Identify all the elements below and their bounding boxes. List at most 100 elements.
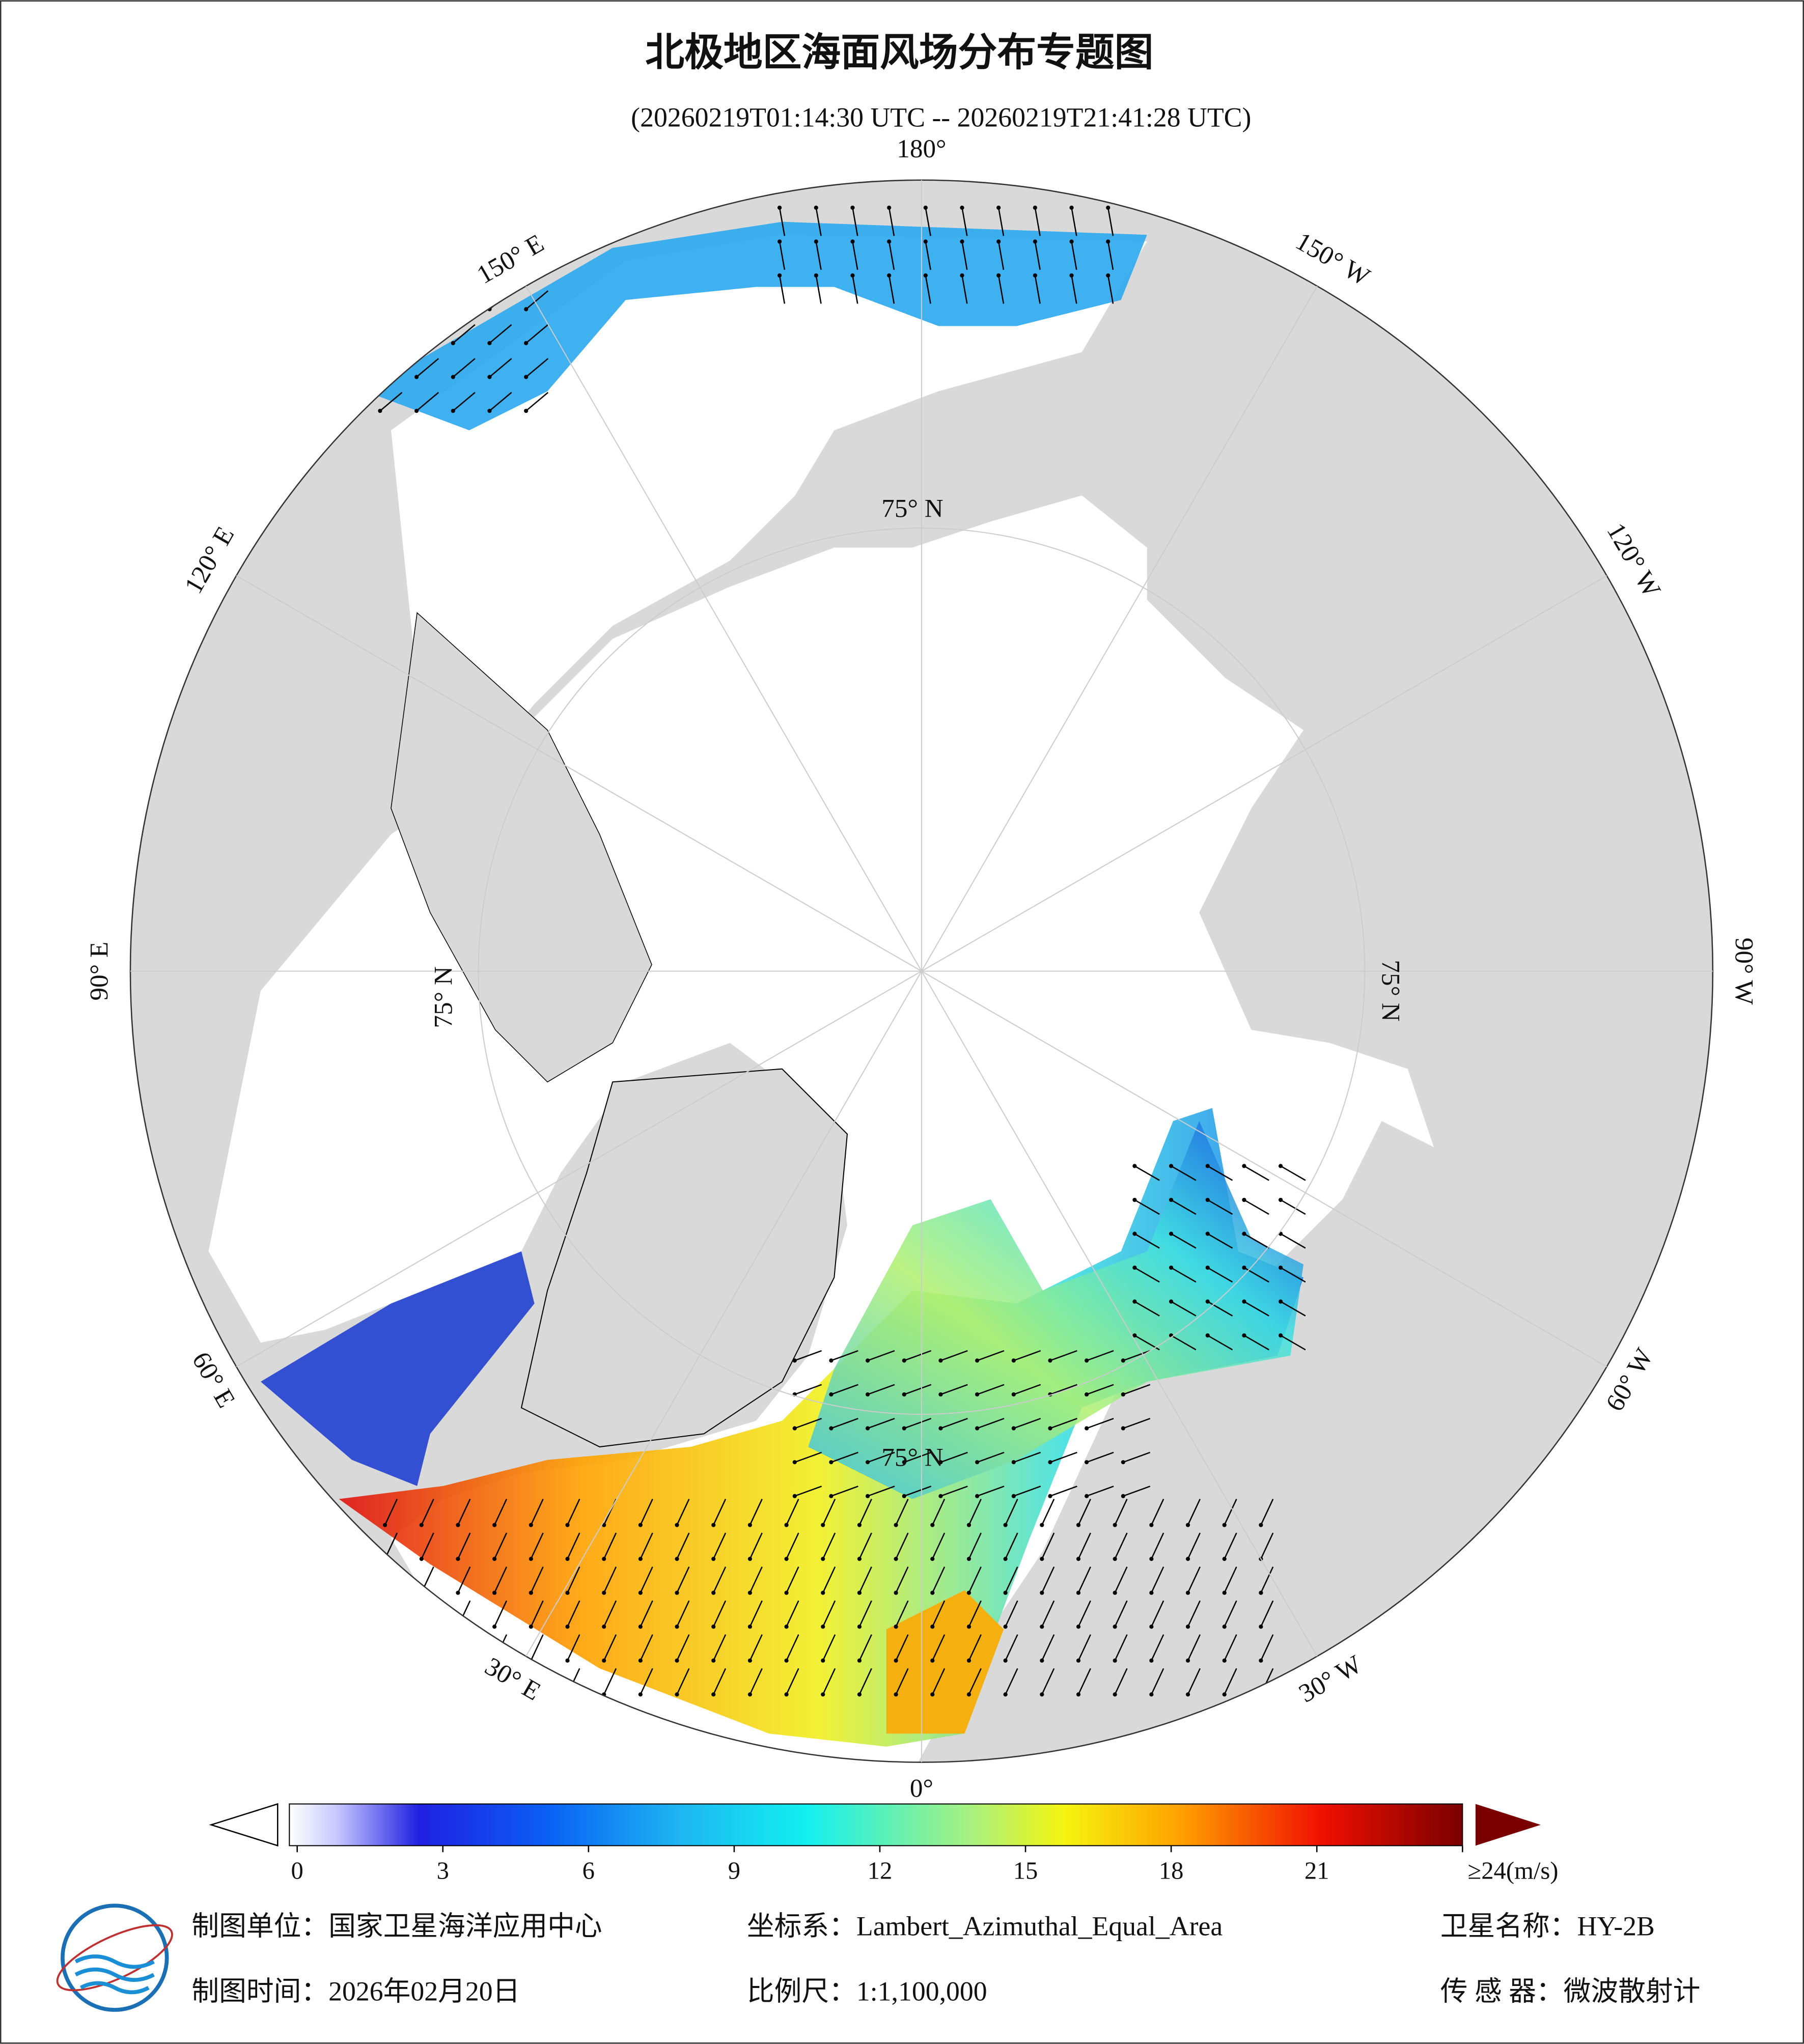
- wind-arrow-head: [711, 1523, 716, 1527]
- wind-arrow: [940, 1486, 968, 1497]
- wind-arrow: [1224, 1668, 1237, 1695]
- wind-arrow: [1050, 1384, 1077, 1395]
- wind-arrow-head: [960, 273, 964, 278]
- wind-pacific: [365, 221, 1147, 431]
- wind-arrow-head: [1085, 1392, 1089, 1397]
- wind-arrow: [932, 1566, 946, 1593]
- wind-arrow: [676, 1566, 690, 1593]
- wind-arrow: [1013, 1486, 1041, 1497]
- wind-arrow: [713, 1566, 727, 1593]
- wind-arrow: [895, 1532, 909, 1559]
- wind-arrow-head: [865, 1494, 870, 1498]
- wind-arrow-head: [1113, 1590, 1117, 1595]
- wind-arrow-head: [638, 1557, 643, 1561]
- wind-arrow: [1123, 1350, 1151, 1361]
- wind-arrow: [421, 1498, 434, 1526]
- wind-arrow: [1077, 1498, 1091, 1526]
- wind-arrow-head: [1259, 1523, 1263, 1527]
- wind-arrow-head: [829, 1494, 834, 1498]
- wind-arrow-head: [456, 1557, 460, 1561]
- wind-arrow-head: [1040, 1625, 1044, 1629]
- wind-arrow: [1013, 1418, 1041, 1429]
- wind-arrow: [779, 241, 786, 270]
- wind-arrow: [1187, 1566, 1201, 1593]
- wind-arrow-head: [638, 1590, 643, 1595]
- meridian: [236, 970, 922, 1367]
- wind-arrow: [977, 1418, 1005, 1429]
- wind-arrow: [867, 1486, 895, 1497]
- colorbar-tick-label: 18: [1159, 1857, 1184, 1884]
- wind-arrow: [676, 1498, 690, 1526]
- wind-arrow-head: [1222, 1590, 1227, 1595]
- wind-arrow-head: [456, 1590, 460, 1595]
- wind-arrow: [1151, 1532, 1164, 1559]
- wind-arrow: [1041, 1498, 1055, 1526]
- wind-arrow: [749, 1634, 763, 1661]
- wind-arrow-head: [1113, 1692, 1117, 1697]
- wind-arrow: [1071, 207, 1077, 236]
- wind-arrow-head: [492, 1625, 497, 1629]
- wind-arrow: [530, 1600, 544, 1627]
- wind-arrow: [786, 1532, 799, 1559]
- wind-arrow-head: [747, 1625, 752, 1629]
- wind-arrow-head: [902, 1426, 906, 1431]
- wind-arrow-head: [784, 1692, 789, 1697]
- wind-arrow-head: [451, 307, 455, 312]
- wind-arrow-head: [565, 1625, 570, 1629]
- wind-arrow: [1280, 1335, 1306, 1351]
- wind-arrow-head: [1205, 1164, 1210, 1168]
- wind-arrow: [932, 1634, 946, 1661]
- wind-arrow: [525, 324, 549, 344]
- wind-arrow-head: [938, 1494, 943, 1498]
- wind-arrow: [997, 241, 1005, 270]
- wind-arrow: [1114, 1668, 1128, 1695]
- wind-arrow: [786, 1566, 799, 1593]
- wind-arrow: [815, 275, 822, 304]
- wind-arrow-head: [902, 1460, 906, 1465]
- wind-arrow: [1086, 1486, 1114, 1497]
- wind-arrow: [713, 1600, 727, 1627]
- wind-arrow: [925, 241, 931, 270]
- wind-arrow: [379, 290, 403, 310]
- wind-arrow: [1050, 1451, 1077, 1463]
- wind-arrow: [452, 391, 476, 412]
- wind-arrow: [1224, 1566, 1237, 1593]
- wind-arrow: [822, 1600, 836, 1627]
- wind-arrow: [1207, 1335, 1233, 1351]
- wind-arrow-head: [894, 1658, 898, 1663]
- wind-arrow: [830, 1384, 858, 1395]
- wind-arrow: [1005, 1600, 1018, 1627]
- wind-arrow: [968, 1634, 982, 1661]
- wind-arrow: [1034, 241, 1041, 270]
- meridian: [921, 575, 1607, 972]
- wind-arrow: [932, 1600, 946, 1627]
- wind-arrow-head: [996, 239, 1001, 244]
- wind-arrow: [830, 1350, 858, 1361]
- wind-arrow-head: [923, 273, 928, 278]
- wind-arrow: [525, 391, 549, 412]
- wind-arrow: [384, 1600, 398, 1627]
- wind-arrow-head: [923, 239, 928, 244]
- wind-arrow: [822, 1498, 836, 1526]
- wind-arrow-head: [378, 307, 382, 312]
- wind-arrow-head: [1040, 1590, 1044, 1595]
- longitude-label: 180°: [897, 134, 946, 163]
- wind-arrow-head: [960, 205, 964, 210]
- wind-arrow-head: [1121, 1494, 1125, 1498]
- wind-arrow: [1151, 1498, 1164, 1526]
- wind-arrow: [977, 1384, 1005, 1395]
- wind-arrow: [676, 1532, 690, 1559]
- wind-arrow-head: [414, 408, 419, 413]
- wind-arrow: [1260, 1498, 1274, 1526]
- footer-date: 制图时间：2026年02月20日: [191, 1976, 520, 2007]
- wind-arrow-head: [1003, 1658, 1008, 1663]
- wind-arrow: [1171, 1199, 1197, 1215]
- title: 北极地区海面风场分布专题图: [645, 30, 1153, 75]
- wind-arrow: [525, 290, 549, 310]
- wind-arrow-head: [1185, 1692, 1190, 1697]
- wind-arrow: [749, 1668, 763, 1695]
- wind-arrow-head: [923, 205, 928, 210]
- wind-arrow-head: [1040, 1523, 1044, 1527]
- wind-arrow-head: [1048, 1358, 1052, 1363]
